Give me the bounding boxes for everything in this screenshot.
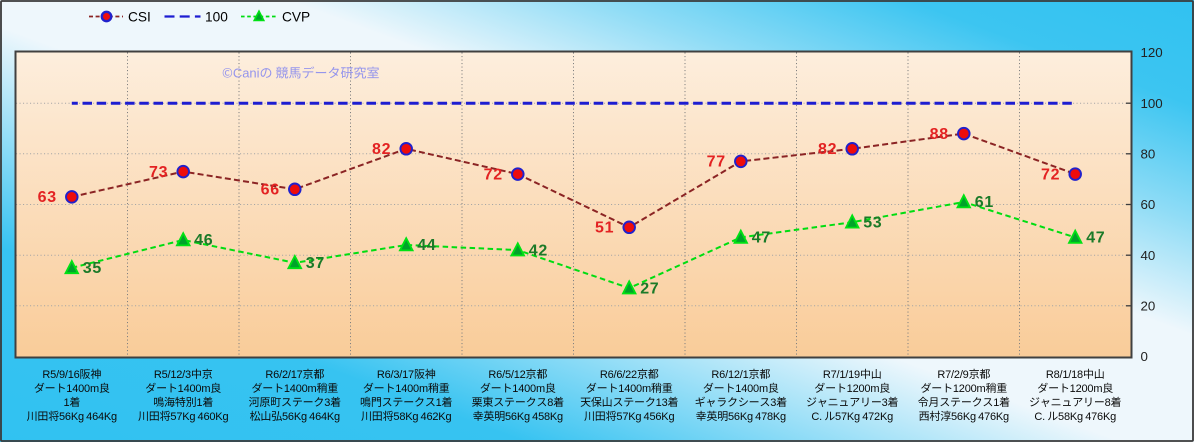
svg-text:63: 63 bbox=[38, 183, 57, 207]
svg-text:27: 27 bbox=[640, 274, 659, 298]
svg-text:53: 53 bbox=[863, 208, 882, 232]
svg-text:ダート1200m良: ダート1200m良 bbox=[1037, 380, 1113, 396]
svg-text:©Caniの 競馬データ研究室: ©Caniの 競馬データ研究室 bbox=[222, 63, 379, 82]
svg-text:鳴海特別1着: 鳴海特別1着 bbox=[153, 394, 213, 410]
svg-text:R8/1/18中山: R8/1/18中山 bbox=[1046, 366, 1105, 382]
svg-text:73: 73 bbox=[149, 158, 168, 182]
svg-text:ダート1400m良: ダート1400m良 bbox=[34, 380, 110, 396]
svg-text:川田将57Kg 460Kg: 川田将57Kg 460Kg bbox=[138, 408, 228, 424]
svg-text:46: 46 bbox=[194, 226, 213, 250]
svg-text:ジャニュアリー3着: ジャニュアリー3着 bbox=[806, 394, 899, 410]
svg-text:66: 66 bbox=[261, 176, 280, 200]
svg-text:川田将58Kg 462Kg: 川田将58Kg 462Kg bbox=[361, 408, 451, 424]
svg-text:R6/3/17阪神: R6/3/17阪神 bbox=[377, 366, 436, 382]
svg-text:CSI: CSI bbox=[128, 5, 151, 25]
svg-text:35: 35 bbox=[83, 254, 102, 278]
svg-text:72: 72 bbox=[1041, 160, 1060, 184]
svg-text:77: 77 bbox=[707, 148, 726, 172]
svg-text:川田将57Kg 456Kg: 川田将57Kg 456Kg bbox=[584, 408, 674, 424]
svg-text:R6/2/17京都: R6/2/17京都 bbox=[265, 366, 324, 382]
svg-text:R6/12/1京都: R6/12/1京都 bbox=[711, 366, 770, 382]
svg-text:ギャラクシース3着: ギャラクシース3着 bbox=[695, 394, 788, 410]
svg-text:0: 0 bbox=[1141, 346, 1148, 365]
svg-text:ダート1200m稍重: ダート1200m稍重 bbox=[920, 380, 1007, 396]
svg-text:R6/6/22京都: R6/6/22京都 bbox=[600, 366, 659, 382]
svg-text:82: 82 bbox=[372, 135, 391, 159]
svg-text:鳴門ステークス1着: 鳴門ステークス1着 bbox=[360, 394, 453, 410]
svg-text:ジャニュアリー8着: ジャニュアリー8着 bbox=[1029, 394, 1122, 410]
svg-text:72: 72 bbox=[484, 160, 503, 184]
svg-text:西村淳56Kg 476Kg: 西村淳56Kg 476Kg bbox=[919, 408, 1009, 424]
svg-text:40: 40 bbox=[1141, 245, 1156, 264]
svg-text:川田将56Kg 464Kg: 川田将56Kg 464Kg bbox=[27, 408, 117, 424]
svg-text:C. ル58Kg 476Kg: C. ル58Kg 476Kg bbox=[1034, 408, 1116, 424]
svg-text:天保山ステーク13着: 天保山ステーク13着 bbox=[580, 394, 678, 410]
svg-text:ダート1400m稍重: ダート1400m稍重 bbox=[363, 380, 450, 396]
svg-text:幸英明56Kg 458Kg: 幸英明56Kg 458Kg bbox=[473, 408, 563, 424]
svg-text:ダート1400m良: ダート1400m良 bbox=[703, 380, 779, 396]
svg-text:80: 80 bbox=[1141, 144, 1156, 163]
svg-text:1着: 1着 bbox=[63, 394, 80, 410]
svg-text:ダート1400m稍重: ダート1400m稍重 bbox=[586, 380, 673, 396]
svg-text:R5/9/16阪神: R5/9/16阪神 bbox=[42, 366, 101, 382]
svg-text:120: 120 bbox=[1141, 42, 1163, 61]
svg-text:松山弘56Kg 464Kg: 松山弘56Kg 464Kg bbox=[250, 408, 340, 424]
svg-text:令月ステークス1着: 令月ステークス1着 bbox=[918, 394, 1011, 410]
svg-text:栗東ステークス8着: 栗東ステークス8着 bbox=[472, 394, 565, 410]
svg-text:82: 82 bbox=[818, 135, 837, 159]
svg-text:CVP: CVP bbox=[282, 5, 310, 25]
svg-text:51: 51 bbox=[595, 214, 614, 238]
svg-text:47: 47 bbox=[1086, 224, 1105, 248]
svg-text:47: 47 bbox=[752, 224, 771, 248]
svg-text:60: 60 bbox=[1141, 194, 1156, 213]
svg-text:100: 100 bbox=[205, 5, 228, 25]
svg-text:ダート1400m良: ダート1400m良 bbox=[480, 380, 556, 396]
svg-text:ダート1200m良: ダート1200m良 bbox=[814, 380, 890, 396]
svg-text:44: 44 bbox=[417, 231, 436, 255]
svg-text:ダート1400m良: ダート1400m良 bbox=[145, 380, 221, 396]
svg-text:幸英明56Kg 478Kg: 幸英明56Kg 478Kg bbox=[696, 408, 786, 424]
svg-text:ダート1400m稍重: ダート1400m稍重 bbox=[251, 380, 338, 396]
svg-text:C. ル57Kg 472Kg: C. ル57Kg 472Kg bbox=[811, 408, 893, 424]
svg-text:88: 88 bbox=[930, 120, 949, 144]
svg-text:R7/1/19中山: R7/1/19中山 bbox=[823, 366, 882, 382]
svg-text:20: 20 bbox=[1141, 296, 1156, 315]
svg-text:61: 61 bbox=[975, 188, 994, 212]
svg-text:河原町ステーク3着: 河原町ステーク3着 bbox=[249, 394, 342, 410]
svg-text:R7/2/9京都: R7/2/9京都 bbox=[937, 366, 990, 382]
svg-text:37: 37 bbox=[306, 249, 325, 273]
svg-text:42: 42 bbox=[529, 236, 548, 260]
svg-text:R6/5/12京都: R6/5/12京都 bbox=[488, 366, 547, 382]
svg-text:100: 100 bbox=[1141, 93, 1163, 112]
svg-text:R5/12/3中京: R5/12/3中京 bbox=[154, 366, 213, 382]
